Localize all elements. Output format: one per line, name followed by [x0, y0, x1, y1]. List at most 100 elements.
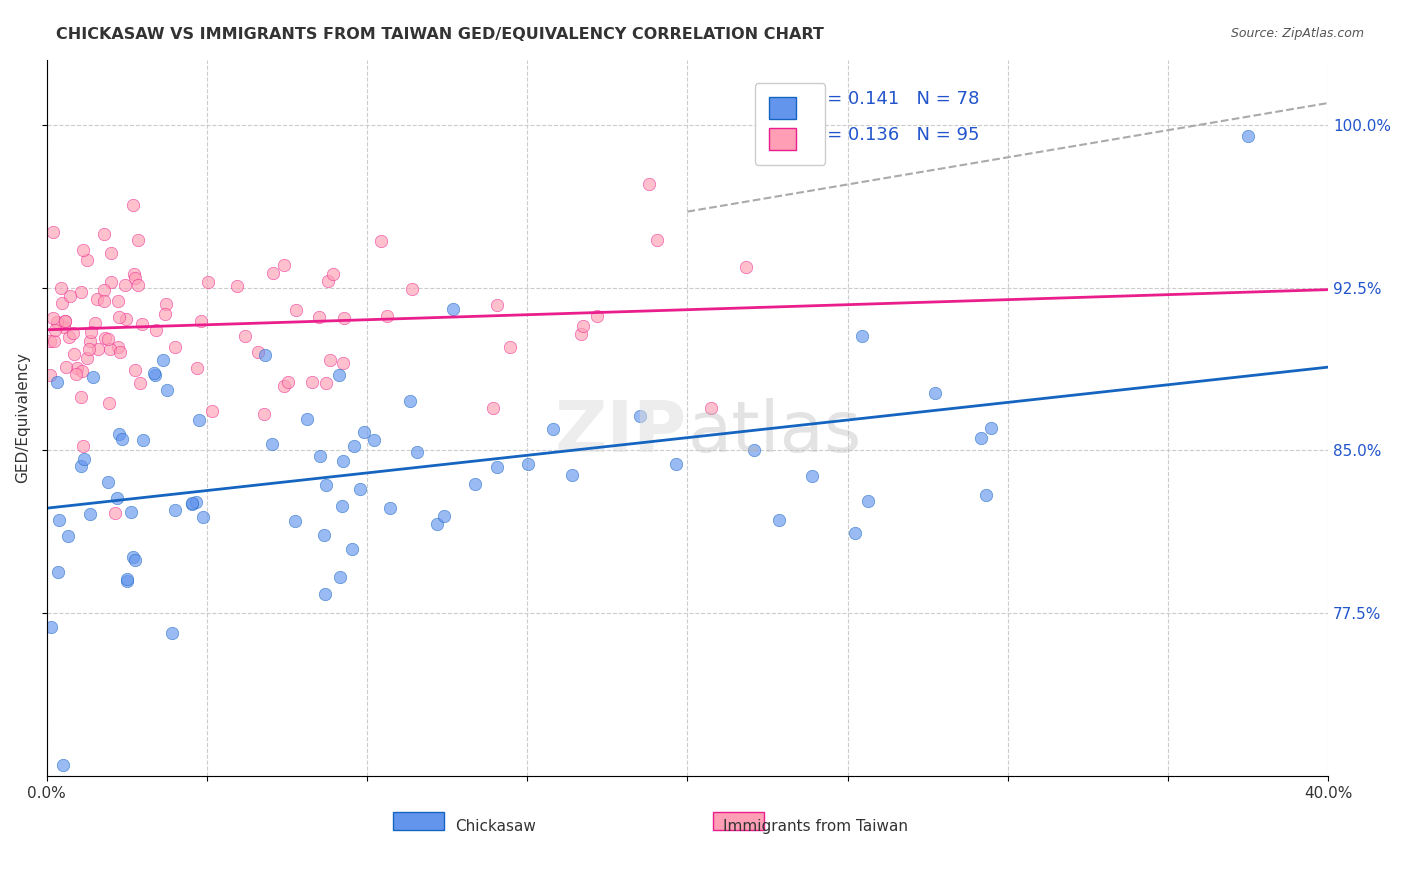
- Immigrants from Taiwan: [98, 342, 121, 356]
- Immigrants from Taiwan: [80, 326, 103, 340]
- Chickasaw: [46, 565, 69, 579]
- Chickasaw: [142, 366, 165, 380]
- Immigrants from Taiwan: [107, 293, 129, 308]
- Chickasaw: [297, 411, 319, 425]
- Immigrants from Taiwan: [131, 318, 153, 332]
- Immigrants from Taiwan: [572, 319, 595, 334]
- Text: ZIP: ZIP: [555, 398, 688, 467]
- Immigrants from Taiwan: [186, 361, 208, 376]
- Chickasaw: [970, 431, 993, 445]
- Immigrants from Taiwan: [53, 320, 76, 334]
- Immigrants from Taiwan: [79, 343, 101, 357]
- Text: CHICKASAW VS IMMIGRANTS FROM TAIWAN GED/EQUIVALENCY CORRELATION CHART: CHICKASAW VS IMMIGRANTS FROM TAIWAN GED/…: [56, 27, 824, 42]
- Immigrants from Taiwan: [51, 296, 73, 310]
- Immigrants from Taiwan: [637, 178, 659, 192]
- Immigrants from Taiwan: [42, 334, 65, 348]
- Immigrants from Taiwan: [100, 275, 122, 289]
- Immigrants from Taiwan: [65, 367, 87, 381]
- Immigrants from Taiwan: [153, 307, 176, 321]
- Immigrants from Taiwan: [273, 379, 295, 393]
- Chickasaw: [120, 506, 142, 520]
- Immigrants from Taiwan: [44, 323, 66, 337]
- Chickasaw: [72, 452, 94, 467]
- Chickasaw: [46, 376, 69, 390]
- Text: Immigrants from Taiwan: Immigrants from Taiwan: [723, 819, 908, 834]
- Chickasaw: [561, 468, 583, 483]
- Chickasaw: [52, 758, 75, 772]
- Chickasaw: [115, 573, 138, 587]
- Chickasaw: [329, 570, 352, 584]
- FancyBboxPatch shape: [713, 812, 765, 830]
- Chickasaw: [115, 574, 138, 588]
- Immigrants from Taiwan: [235, 329, 257, 343]
- Immigrants from Taiwan: [49, 281, 72, 295]
- Chickasaw: [343, 439, 366, 453]
- Immigrants from Taiwan: [41, 311, 63, 326]
- Chickasaw: [801, 469, 824, 483]
- Chickasaw: [851, 329, 873, 343]
- Immigrants from Taiwan: [155, 297, 177, 311]
- Immigrants from Taiwan: [98, 396, 121, 410]
- Chickasaw: [145, 368, 167, 383]
- Immigrants from Taiwan: [100, 246, 122, 260]
- Immigrants from Taiwan: [93, 227, 115, 242]
- Chickasaw: [105, 491, 128, 505]
- Chickasaw: [433, 508, 456, 523]
- Immigrants from Taiwan: [76, 252, 98, 267]
- Chickasaw: [187, 413, 209, 427]
- Chickasaw: [328, 368, 350, 383]
- Immigrants from Taiwan: [262, 267, 284, 281]
- Chickasaw: [1237, 128, 1260, 143]
- Immigrants from Taiwan: [83, 316, 105, 330]
- Immigrants from Taiwan: [700, 401, 723, 416]
- Chickasaw: [39, 620, 62, 634]
- Immigrants from Taiwan: [301, 375, 323, 389]
- Immigrants from Taiwan: [127, 233, 149, 247]
- Chickasaw: [924, 386, 946, 401]
- Chickasaw: [165, 503, 187, 517]
- Chickasaw: [184, 495, 207, 509]
- Chickasaw: [124, 553, 146, 567]
- Chickasaw: [79, 507, 101, 521]
- Chickasaw: [56, 529, 79, 543]
- Chickasaw: [253, 348, 276, 362]
- Immigrants from Taiwan: [253, 407, 276, 421]
- Immigrants from Taiwan: [332, 311, 354, 326]
- Chickasaw: [628, 409, 651, 423]
- Chickasaw: [284, 514, 307, 528]
- Chickasaw: [844, 526, 866, 541]
- Immigrants from Taiwan: [93, 283, 115, 297]
- Text: R = 0.141   N = 78: R = 0.141 N = 78: [808, 90, 980, 108]
- Chickasaw: [353, 425, 375, 439]
- Immigrants from Taiwan: [104, 506, 127, 520]
- Immigrants from Taiwan: [370, 235, 392, 249]
- Chickasaw: [426, 517, 449, 532]
- Immigrants from Taiwan: [72, 243, 94, 257]
- Y-axis label: GED/Equivalency: GED/Equivalency: [15, 352, 30, 483]
- Immigrants from Taiwan: [62, 326, 84, 340]
- Immigrants from Taiwan: [70, 364, 93, 378]
- Chickasaw: [399, 394, 422, 409]
- Immigrants from Taiwan: [121, 198, 143, 212]
- Immigrants from Taiwan: [308, 310, 330, 325]
- Chickasaw: [309, 449, 332, 463]
- Immigrants from Taiwan: [145, 323, 167, 337]
- Immigrants from Taiwan: [69, 285, 91, 299]
- Immigrants from Taiwan: [485, 298, 508, 312]
- Chickasaw: [363, 433, 385, 447]
- Immigrants from Taiwan: [498, 340, 520, 354]
- Chickasaw: [768, 513, 790, 527]
- Immigrants from Taiwan: [87, 342, 110, 356]
- Immigrants from Taiwan: [97, 332, 120, 346]
- Chickasaw: [332, 454, 354, 468]
- FancyBboxPatch shape: [392, 812, 444, 830]
- Immigrants from Taiwan: [115, 311, 138, 326]
- Chickasaw: [315, 587, 337, 601]
- Chickasaw: [262, 437, 284, 451]
- Immigrants from Taiwan: [63, 347, 86, 361]
- Immigrants from Taiwan: [108, 310, 131, 324]
- Immigrants from Taiwan: [322, 267, 344, 281]
- Chickasaw: [976, 488, 998, 502]
- Chickasaw: [665, 457, 688, 471]
- Text: Source: ZipAtlas.com: Source: ZipAtlas.com: [1230, 27, 1364, 40]
